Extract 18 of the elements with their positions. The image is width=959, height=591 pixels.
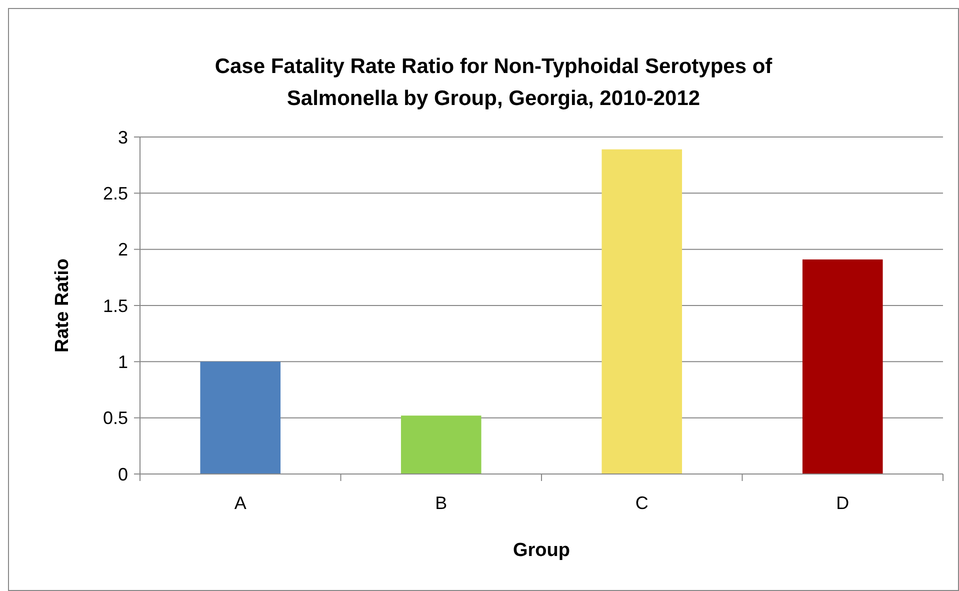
x-tick-label: A <box>234 493 246 513</box>
bar <box>602 149 682 474</box>
x-tick-label: C <box>635 493 648 513</box>
y-tick-label: 1 <box>118 352 128 372</box>
bar <box>802 259 883 474</box>
y-tick-label: 3 <box>118 127 128 148</box>
x-tick-label: B <box>435 493 448 513</box>
y-axis-title: Rate Ratio <box>52 258 73 352</box>
y-tick-label: 2.5 <box>102 183 128 204</box>
y-tick-label: 2 <box>118 240 128 260</box>
y-tick-label: 0.5 <box>102 408 128 428</box>
x-tick-label: D <box>836 493 850 513</box>
bar <box>200 362 281 474</box>
bar <box>400 416 482 474</box>
x-axis-title: Group <box>513 540 570 561</box>
y-tick-label: 0 <box>118 464 128 484</box>
y-tick-label: 1.5 <box>102 296 128 316</box>
chart-title: Case Fatality Rate Ratio for Non-Typhoidal Serotypes of Salmonella by Group, Georgia, 2010-2012 <box>214 55 774 110</box>
